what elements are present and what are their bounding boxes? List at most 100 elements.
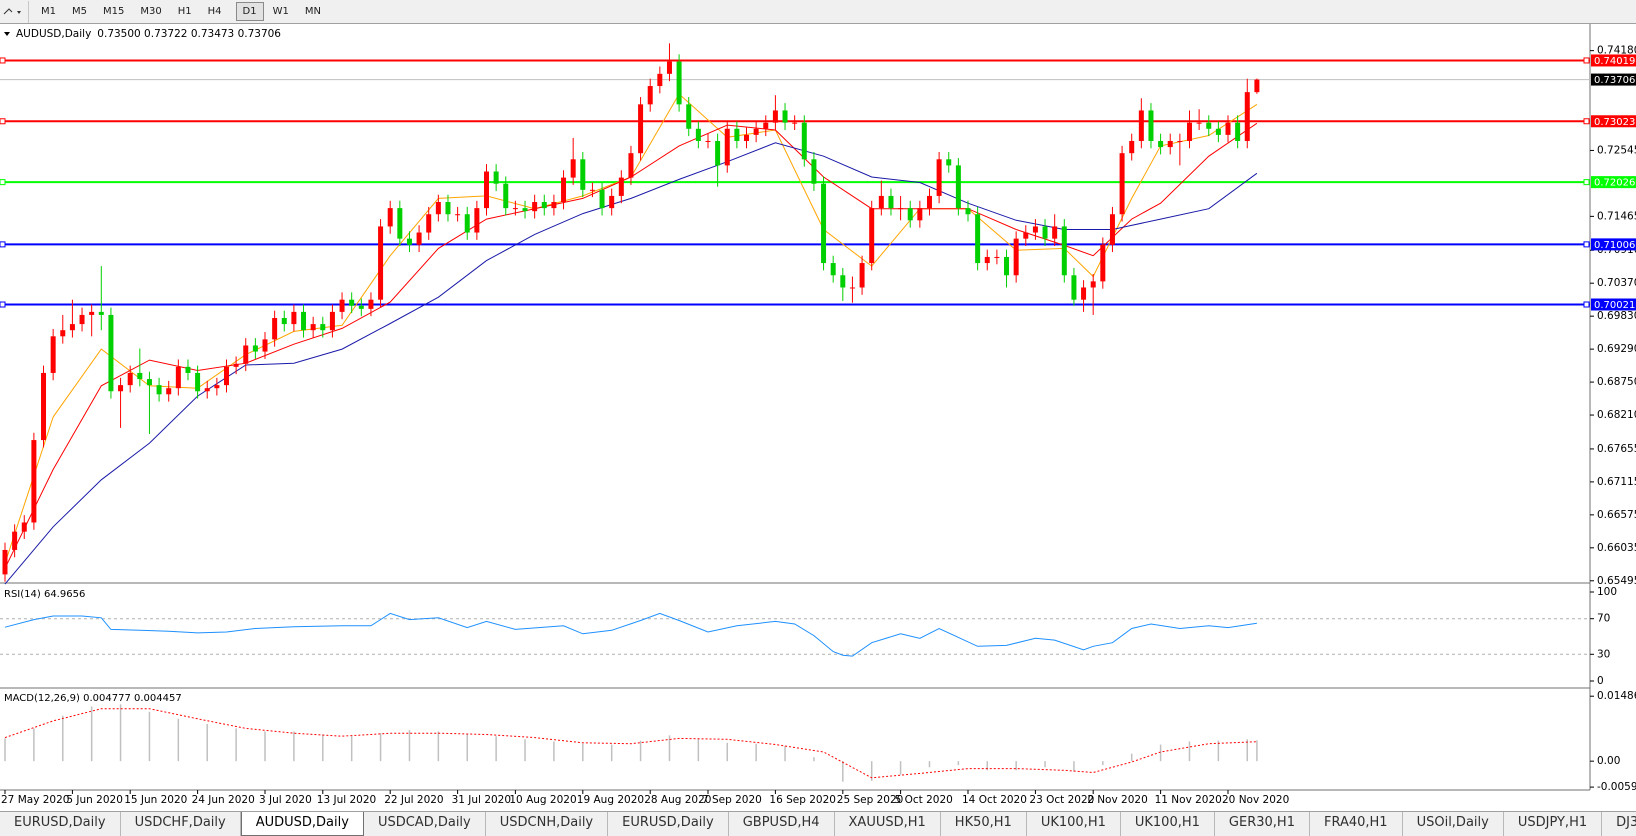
candle-body (898, 208, 904, 210)
candle-body (156, 385, 162, 395)
chart-tab[interactable]: XAUUSD,H1 (835, 812, 941, 836)
level-handle (1583, 301, 1590, 308)
candle-body (1158, 140, 1164, 148)
candle-body (21, 522, 27, 532)
chart-tab[interactable]: USDCAD,Daily (364, 812, 486, 836)
candle-body (118, 385, 124, 392)
moving-average (4, 142, 1258, 585)
x-tick-label: 5 Oct 2020 (895, 794, 953, 806)
chart-tab[interactable]: USDCHF,Daily (121, 812, 241, 836)
candle-body (753, 128, 759, 135)
candle-body (223, 366, 229, 386)
timeframe-button[interactable]: D1 (235, 2, 264, 21)
candle-body (252, 345, 258, 352)
candle-body (772, 110, 778, 123)
chart-tab[interactable]: EURUSD,Daily (608, 812, 729, 836)
chart-tab[interactable]: UK100,H1 (1121, 812, 1215, 836)
x-tick-label: 7 Sep 2020 (702, 794, 762, 806)
candle-body (599, 189, 605, 209)
candle-body (503, 183, 509, 209)
candle-body (397, 208, 403, 239)
candle-body (1052, 226, 1058, 239)
candle-body (1042, 226, 1048, 239)
candle-body (638, 104, 644, 154)
candle-body (339, 299, 345, 312)
level-handle (0, 241, 6, 248)
timeframe-button[interactable]: H1 (177, 6, 192, 17)
toolbar: M1 M5 M15 M30 H1 H4 D1 W1 MN (0, 0, 1636, 24)
level-handle (0, 118, 6, 125)
candle-body (1109, 214, 1115, 245)
timeframe-button[interactable]: M15 (103, 6, 125, 17)
chart-tab[interactable]: GBPUSD,H4 (729, 812, 835, 836)
candle-body (329, 311, 335, 331)
chart-tab[interactable]: UK100,H1 (1027, 812, 1121, 836)
candle-body (474, 208, 480, 233)
candle-body (859, 263, 865, 288)
candle-body (589, 189, 595, 191)
candle-body (734, 128, 740, 141)
chart-tab[interactable]: USOil,Daily (1403, 812, 1504, 836)
candle-body (792, 122, 798, 124)
x-tick-label: 23 Oct 2020 (1029, 794, 1094, 806)
level-handle (1583, 241, 1590, 248)
level-label-box (1591, 298, 1636, 311)
candle-body (368, 299, 374, 309)
candle-body (1215, 128, 1221, 135)
candle-body (291, 311, 297, 325)
candle-body (609, 195, 615, 209)
x-tick-label: 25 Sep 2020 (837, 794, 904, 806)
candle-body (60, 330, 66, 337)
chart-tab[interactable]: GER30,H1 (1215, 812, 1310, 836)
timeframe-button[interactable]: W1 (272, 6, 289, 17)
candle-body (378, 226, 384, 300)
price-label-box (1591, 73, 1636, 86)
timeframe-button[interactable]: M5 (72, 6, 87, 17)
candle-body (464, 214, 470, 233)
candle-body (1206, 122, 1212, 129)
candle-body (281, 317, 287, 325)
timeframe-button[interactable]: M30 (140, 6, 162, 17)
timeframe-button[interactable]: MN (304, 6, 321, 17)
candle-body (301, 311, 307, 331)
level-handle (1583, 57, 1590, 64)
x-tick-label: 22 Jul 2020 (384, 794, 443, 806)
candle-body (1129, 140, 1135, 154)
x-tick-label: 24 Jun 2020 (192, 794, 255, 806)
timeframe-button[interactable]: H4 (207, 6, 222, 17)
candle-body (541, 202, 547, 209)
chart-tab[interactable]: DJ30,Daily (1602, 812, 1636, 836)
candle-body (310, 324, 316, 331)
chart-tab[interactable]: AUDUSD,Daily (240, 812, 364, 836)
candle-body (878, 195, 884, 209)
chart-tab[interactable]: USDCNH,Daily (486, 812, 609, 836)
timeframe-button[interactable]: M1 (41, 6, 56, 17)
candle-body (435, 202, 441, 215)
candle-body (522, 208, 528, 212)
candle-body (320, 324, 326, 331)
candle-body (2, 549, 8, 575)
candle-body (1148, 110, 1154, 141)
chart-tab[interactable]: HK50,H1 (941, 812, 1027, 836)
candle-body (1196, 122, 1202, 124)
y-tick-label: 0 (1597, 675, 1604, 687)
chart-tab[interactable]: USDJPY,H1 (1504, 812, 1603, 836)
indicator-title: MACD(12,26,9) 0.004777 0.004457 (4, 693, 182, 704)
candle-body (1061, 226, 1067, 276)
chart: AUDUSD,Daily 0.73500 0.73722 0.73473 0.73… (0, 24, 1636, 811)
candle-body (1004, 256, 1010, 276)
candle-body (108, 314, 114, 392)
candle-body (204, 388, 210, 392)
candle-body (724, 128, 730, 166)
candle-body (647, 86, 653, 105)
level-handle (1583, 118, 1590, 125)
tool-dropdown[interactable] (0, 0, 29, 23)
chart-title: AUDUSD,Daily (16, 28, 91, 40)
chart-tab[interactable]: FRA40,H1 (1310, 812, 1403, 836)
chart-tab[interactable]: EURUSD,Daily (0, 812, 121, 836)
ohlc-label: 0.73500 0.73722 0.73473 0.73706 (97, 28, 281, 40)
